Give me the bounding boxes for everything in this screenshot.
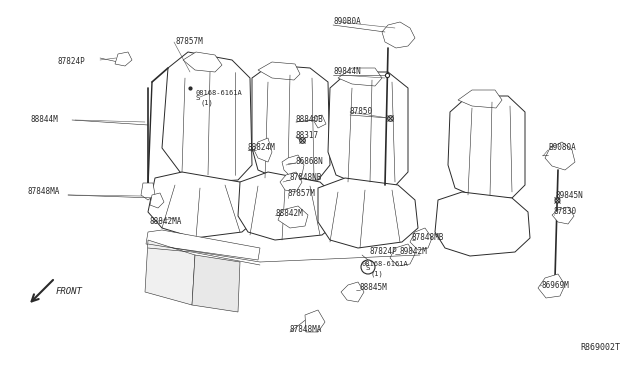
Polygon shape xyxy=(410,228,432,250)
Text: (1): (1) xyxy=(370,271,383,277)
Polygon shape xyxy=(162,52,252,182)
Text: 88824M: 88824M xyxy=(248,144,276,153)
Polygon shape xyxy=(341,282,364,302)
Text: 87824P: 87824P xyxy=(57,58,85,67)
Text: 87848MA: 87848MA xyxy=(290,326,323,334)
Text: 89844N: 89844N xyxy=(333,67,361,77)
Polygon shape xyxy=(183,52,222,72)
Text: FRONT: FRONT xyxy=(56,288,83,296)
Polygon shape xyxy=(280,172,302,192)
Text: 88317: 88317 xyxy=(296,131,319,140)
Polygon shape xyxy=(146,230,260,260)
Polygon shape xyxy=(338,68,382,86)
Text: 88840B: 88840B xyxy=(296,115,324,125)
Polygon shape xyxy=(318,178,418,248)
Text: 88842M: 88842M xyxy=(275,208,303,218)
Polygon shape xyxy=(282,155,304,178)
Polygon shape xyxy=(150,193,164,208)
Polygon shape xyxy=(382,22,415,48)
Polygon shape xyxy=(192,255,240,312)
Polygon shape xyxy=(254,138,272,162)
Polygon shape xyxy=(258,62,300,80)
Text: 87824P: 87824P xyxy=(370,247,397,257)
Polygon shape xyxy=(312,115,326,128)
Text: 87857M: 87857M xyxy=(175,38,203,46)
Text: 87848MB: 87848MB xyxy=(412,234,444,243)
Polygon shape xyxy=(305,310,325,332)
Text: 890B0A: 890B0A xyxy=(333,17,361,26)
Polygon shape xyxy=(278,206,308,228)
Polygon shape xyxy=(141,183,155,200)
Text: 08168-6161A: 08168-6161A xyxy=(195,90,242,96)
Text: R869002T: R869002T xyxy=(580,343,620,353)
Text: 87850: 87850 xyxy=(350,108,373,116)
Polygon shape xyxy=(552,207,574,224)
Text: B9080A: B9080A xyxy=(548,144,576,153)
Text: 88842MA: 88842MA xyxy=(150,218,182,227)
Text: 89842M: 89842M xyxy=(400,247,428,256)
Text: S: S xyxy=(366,264,370,270)
Polygon shape xyxy=(458,90,502,108)
Polygon shape xyxy=(328,72,408,186)
Text: 88844M: 88844M xyxy=(30,115,58,125)
Polygon shape xyxy=(148,172,258,238)
Text: 87830: 87830 xyxy=(554,208,577,217)
Text: 88845M: 88845M xyxy=(360,283,388,292)
Text: 89845N: 89845N xyxy=(556,190,584,199)
Text: 86969M: 86969M xyxy=(542,280,570,289)
Polygon shape xyxy=(238,172,338,240)
Polygon shape xyxy=(538,274,565,298)
Text: 86868N: 86868N xyxy=(296,157,324,167)
Polygon shape xyxy=(390,244,415,266)
Text: 87857M: 87857M xyxy=(288,189,316,198)
Text: 87848MA: 87848MA xyxy=(28,187,60,196)
Polygon shape xyxy=(448,96,525,198)
Polygon shape xyxy=(435,192,530,256)
Polygon shape xyxy=(545,142,575,170)
Polygon shape xyxy=(252,65,330,182)
Text: (1): (1) xyxy=(201,100,214,106)
Text: S: S xyxy=(196,96,200,102)
Polygon shape xyxy=(115,52,132,66)
Text: 08168-6161A: 08168-6161A xyxy=(362,261,409,267)
Polygon shape xyxy=(145,240,195,305)
Text: 87848NB: 87848NB xyxy=(290,173,323,183)
